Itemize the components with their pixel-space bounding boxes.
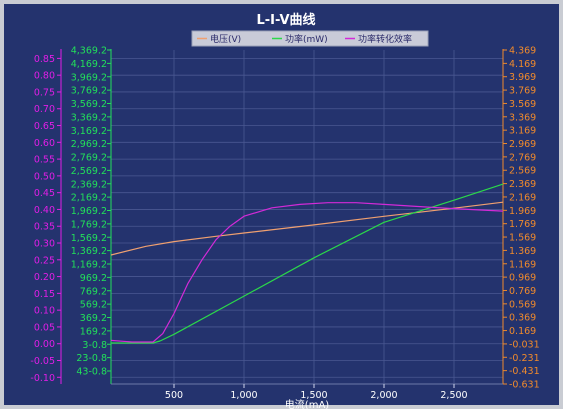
left-inner-tick-label: 2,769.2 [71,153,107,164]
left-inner-tick-label: 3,169.2 [71,126,107,137]
left-inner-tick-label: 1,369.2 [71,246,107,257]
x-tick-labels: 500 1,000 1,500 2,000 2,500 [165,384,468,401]
left-inner-tick-label: 4,169.2 [71,59,107,70]
left-inner-tick-label: 169.2 [80,326,107,337]
right-tick-label: 3.169 [509,126,536,137]
left-outer-tick-label: 0.35 [34,222,55,233]
x-axis-label: 电流(mA) [285,398,329,411]
x-tick-label: 1,000 [230,390,257,401]
left-inner-tick-labels: 4,369.2 4,169.2 3,969.2 3,769.2 3,569.2 3,369… [71,46,111,378]
legend: 电压(V) 功率(mW) 功率转化效率 [191,30,429,47]
left-inner-tick-label: 2,169.2 [71,193,107,204]
left-outer-tick-label: 0.85 [34,54,55,65]
left-outer-tick-label: 0.45 [34,188,55,199]
legend-entry-efficiency: 功率转化效率 [358,33,412,45]
left-outer-tick-label: 0.40 [34,205,55,216]
left-outer-tick-label: 0.65 [34,121,55,132]
right-tick-label: 1.369 [509,246,536,257]
grid [111,50,503,384]
right-tick-label: 1.569 [509,233,536,244]
x-tick-label: 2,000 [370,390,397,401]
left-outer-tick-label: 0.75 [34,87,55,98]
left-outer-tick-label: 0.15 [34,289,55,300]
x-tick-label: 2,500 [440,390,467,401]
right-tick-label: 1.769 [509,219,536,230]
right-tick-label: 2.369 [509,179,536,190]
legend-entry-voltage: 电压(V) [210,33,241,45]
right-tick-label: -0.231 [509,353,540,364]
right-tick-labels: 4.369 4.169 3.969 3.769 3.569 3.369 3.169 2.969… [503,46,540,391]
right-tick-label: 3.969 [509,72,536,83]
left-outer-tick-label: 0.25 [34,255,55,266]
right-tick-label: 0.169 [509,326,536,337]
left-outer-tick-label: -0.05 [30,356,55,367]
x-tick-label: 1,500 [300,390,327,401]
left-outer-tick-label: 0.50 [34,171,55,182]
chart-title: L-I-V曲线 [256,12,315,28]
right-tick-label: 4.369 [509,46,536,57]
left-inner-tick-label: 3,969.2 [71,72,107,83]
left-inner-tick-label: 369.2 [80,313,107,324]
left-outer-tick-label: 0.70 [34,104,55,115]
series-layer [110,183,504,344]
left-inner-tick-label: 4,369.2 [71,46,107,57]
right-tick-label: 3.569 [509,99,536,110]
left-inner-tick-label: 3,369.2 [71,112,107,123]
lix-chart: L-I-V曲线 电压(V) 功率(mW) 功率转化效率 0.85 0.80 0.75… [30,12,540,411]
left-inner-tick-label: 23-0.8 [76,353,107,364]
legend-entry-power: 功率(mW) [285,33,328,45]
right-tick-label: 2.769 [509,152,536,163]
left-inner-tick-label: 3-0.8 [82,340,107,351]
left-outer-tick-label: 0.10 [34,306,55,317]
left-outer-tick-label: 0.00 [34,339,55,350]
right-tick-label: 4.169 [509,59,536,70]
left-inner-tick-label: 569.2 [80,300,107,311]
left-outer-tick-label: 0.20 [34,272,55,283]
right-tick-label: 2.169 [509,192,536,203]
left-inner-tick-label: 1,569.2 [71,233,107,244]
left-inner-tick-label: 43-0.8 [76,367,107,378]
right-tick-label: -0.031 [509,339,540,350]
right-tick-label: 0.969 [509,273,536,284]
left-inner-tick-label: 1,969.2 [71,206,107,217]
right-tick-label: 0.569 [509,299,536,310]
right-tick-label: -0.431 [509,366,540,377]
left-inner-tick-label: 3,569.2 [71,99,107,110]
left-outer-tick-label: 0.60 [34,138,55,149]
left-inner-tick-label: 1,169.2 [71,260,107,271]
legend-background [191,30,429,47]
left-outer-tick-label: 0.80 [34,71,55,82]
right-tick-label: 0.369 [509,313,536,324]
left-outer-tick-label: 0.30 [34,239,55,250]
left-inner-tick-label: 1,769.2 [71,219,107,230]
right-tick-label: -0.631 [509,380,540,391]
left-inner-tick-label: 3,769.2 [71,86,107,97]
series-voltage-line [110,201,504,256]
right-tick-label: 0.769 [509,286,536,297]
right-tick-label: 3.769 [509,86,536,97]
x-tick-label: 500 [165,390,183,401]
left-inner-tick-label: 2,969.2 [71,139,107,150]
right-tick-label: 1.969 [509,206,536,217]
left-inner-tick-label: 2,569.2 [71,166,107,177]
series-efficiency-line [110,202,504,343]
left-inner-tick-label: 2,369.2 [71,179,107,190]
left-inner-tick-label: 769.2 [80,286,107,297]
right-tick-label: 1.169 [509,259,536,270]
left-outer-tick-label: 0.55 [34,155,55,166]
left-outer-tick-labels: 0.85 0.80 0.75 0.70 0.65 0.60 0.55 0.50 0.45 0.40… [30,54,61,384]
left-outer-tick-label: 0.05 [34,322,55,333]
right-tick-label: 3.369 [509,112,536,123]
left-outer-tick-label: -0.10 [30,373,55,384]
left-inner-tick-label: 969.2 [80,273,107,284]
right-tick-label: 2.569 [509,166,536,177]
right-tick-label: 2.969 [509,139,536,150]
